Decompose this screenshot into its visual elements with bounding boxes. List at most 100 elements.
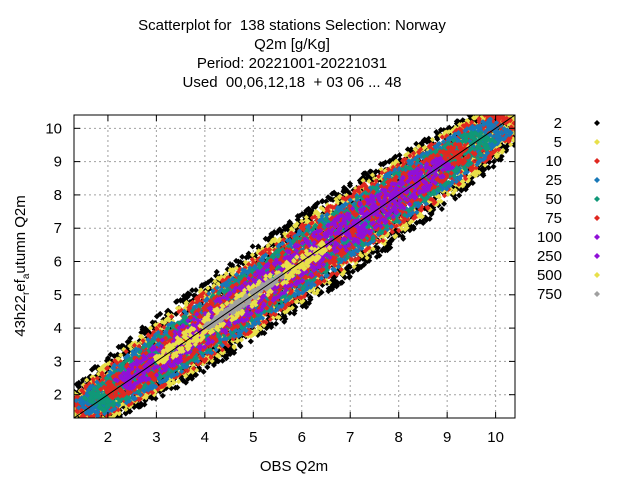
density-point-2: [262, 235, 269, 242]
density-point-2: [372, 168, 379, 175]
density-point-5: [67, 409, 72, 414]
density-point-2: [330, 278, 337, 285]
density-point-5: [491, 110, 496, 115]
density-point-2: [80, 417, 81, 418]
density-point-5: [517, 132, 522, 137]
density-point-5: [69, 400, 74, 405]
density-point-5: [514, 131, 515, 132]
density-point-5: [86, 425, 91, 430]
density-point-2: [518, 133, 524, 139]
density-point-2: [86, 417, 87, 418]
density-point-5: [497, 108, 502, 113]
density-point-2: [524, 127, 530, 133]
title-line-1: Scatterplot for 138 stations Selection: …: [138, 17, 446, 34]
density-point-2: [512, 142, 515, 147]
density-point-2: [500, 106, 506, 112]
density-point-2: [91, 423, 97, 429]
density-point-2: [428, 211, 435, 218]
density-point-5: [109, 414, 116, 418]
density-point-5: [517, 127, 522, 132]
density-point-5: [523, 120, 528, 125]
density-point-2: [481, 107, 487, 113]
density-point-5: [494, 110, 499, 115]
density-point-2: [66, 403, 72, 409]
density-point-2: [519, 131, 525, 137]
density-point-2: [117, 413, 124, 418]
density-point-2: [101, 421, 107, 427]
density-point-5: [484, 109, 489, 114]
density-point-2: [98, 419, 104, 425]
density-point-2: [500, 104, 506, 110]
density-point-5: [64, 400, 69, 405]
density-point-2: [66, 395, 72, 401]
density-point-5: [98, 418, 103, 423]
data-points: [58, 103, 531, 430]
density-point-2: [64, 409, 70, 415]
density-point-2: [299, 211, 306, 218]
density-point-2: [188, 373, 195, 380]
density-point-2: [122, 410, 129, 417]
density-point-5: [65, 408, 70, 413]
density-point-2: [88, 366, 95, 373]
density-point-2: [66, 405, 72, 411]
density-point-2: [219, 357, 226, 364]
density-point-5: [526, 123, 531, 128]
density-point-10: [498, 110, 503, 115]
density-point-2: [61, 399, 67, 405]
density-point-2: [430, 206, 437, 213]
density-point-2: [80, 418, 86, 424]
density-point-2: [495, 103, 501, 109]
density-point-5: [497, 108, 502, 113]
density-point-2: [329, 190, 336, 197]
density-point-2: [91, 417, 92, 418]
density-point-2: [138, 400, 145, 407]
density-point-5: [102, 417, 103, 418]
density-point-2: [127, 335, 134, 342]
density-point-5: [252, 331, 258, 337]
density-point-2: [487, 104, 493, 110]
density-point-2: [522, 120, 528, 126]
density-point-2: [500, 104, 506, 110]
density-point-2: [245, 250, 252, 257]
density-point-2: [90, 417, 91, 418]
density-point-5: [489, 109, 494, 114]
density-point-2: [115, 343, 122, 350]
density-point-2: [420, 137, 427, 144]
density-point-2: [247, 338, 254, 345]
density-point-2: [153, 313, 160, 320]
density-point-2: [59, 406, 65, 412]
density-point-5: [67, 410, 72, 415]
density-point-2: [520, 125, 526, 131]
density-point-2: [493, 106, 499, 112]
density-point-2: [138, 329, 145, 336]
density-point-2: [205, 279, 212, 286]
density-point-2: [88, 422, 94, 428]
density-point-2: [239, 253, 246, 260]
density-point-2: [466, 115, 473, 119]
density-point-5: [58, 405, 63, 410]
density-point-5: [494, 109, 499, 114]
density-point-2: [107, 419, 113, 425]
density-point-2: [346, 182, 353, 189]
density-point-2: [63, 401, 69, 407]
density-point-2: [83, 418, 89, 424]
density-point-2: [180, 377, 187, 384]
density-point-2: [273, 320, 280, 327]
density-point-2: [200, 368, 207, 375]
density-point-5: [489, 115, 490, 116]
density-point-2: [65, 391, 71, 397]
density-point-2: [516, 126, 522, 132]
density-point-5: [88, 422, 93, 427]
density-point-2: [521, 121, 527, 127]
title-line-4: Used 00,06,12,18 + 03 06 ... 48: [182, 74, 402, 91]
density-point-2: [141, 326, 148, 333]
density-point-5: [68, 394, 73, 399]
density-point-5: [66, 406, 71, 411]
density-point-5: [66, 403, 71, 408]
density-point-5: [255, 250, 261, 256]
density-point-2: [74, 382, 81, 389]
density-point-2: [77, 418, 83, 424]
density-point-5: [67, 402, 72, 407]
density-point-2: [483, 107, 489, 113]
density-point-5: [505, 109, 510, 114]
